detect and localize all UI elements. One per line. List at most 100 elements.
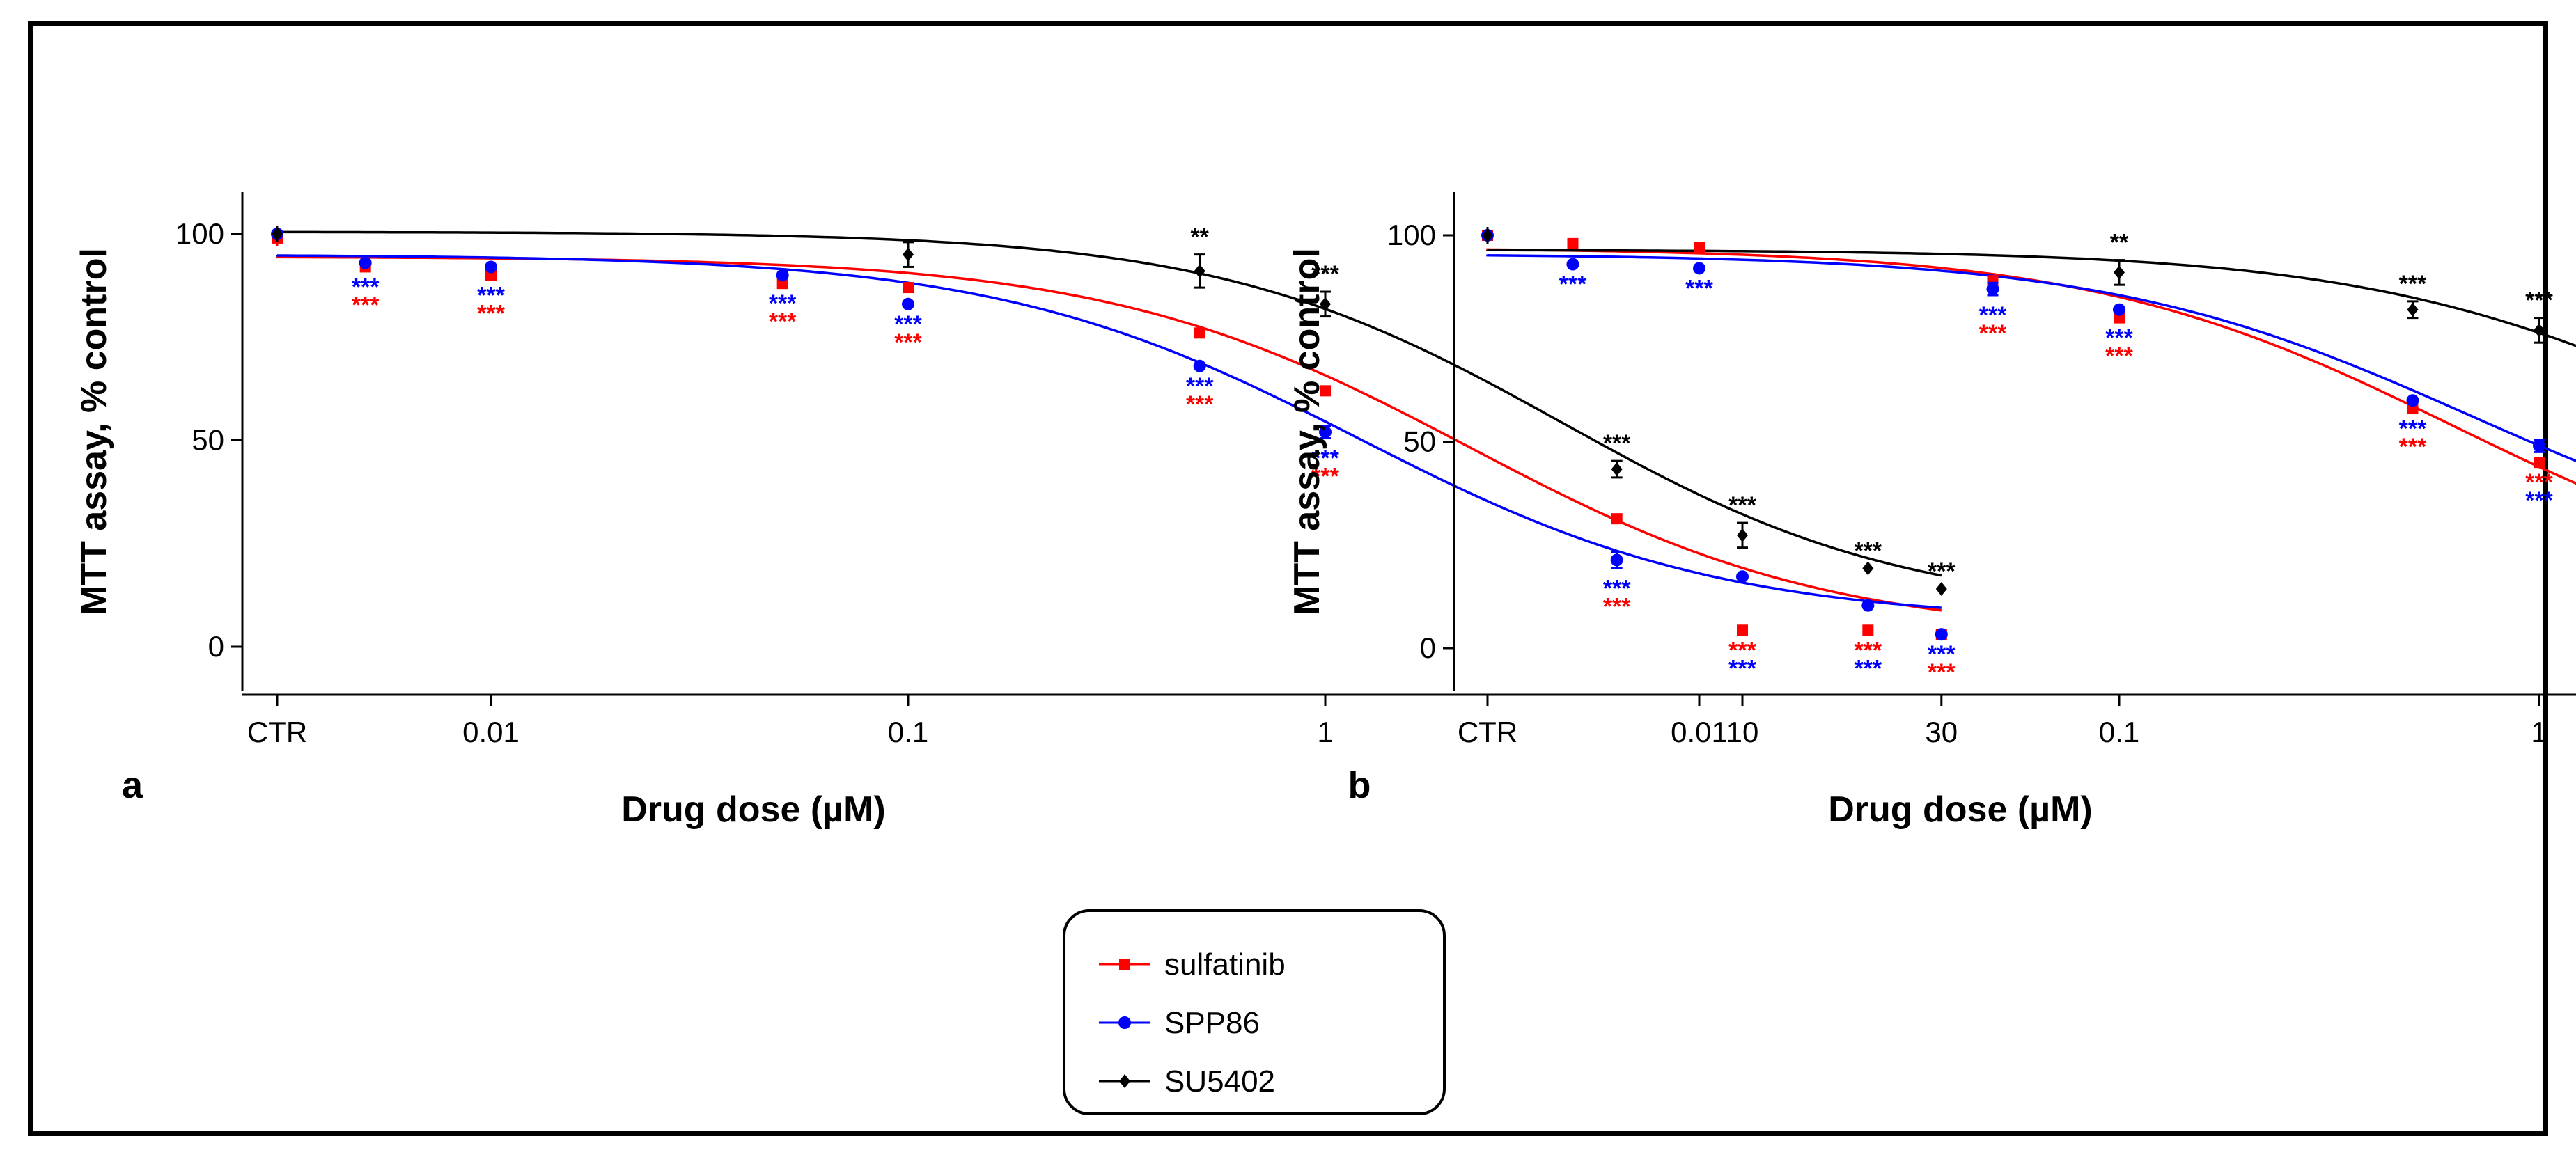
data-point [2113, 303, 2125, 316]
x-tick-label: CTR [247, 716, 307, 748]
significance-label: *** [1311, 261, 1339, 288]
data-point [903, 247, 914, 262]
significance-label: *** [1603, 575, 1631, 601]
legend-label: SPP86 [1164, 1006, 1260, 1040]
x-axis-title: Drug dose (µM) [1828, 789, 2093, 830]
significance-label: *** [1728, 492, 1756, 519]
legend-label: SU5402 [1164, 1064, 1275, 1099]
panel-letter: b [1348, 764, 1371, 806]
outer-border [28, 21, 2548, 1136]
legend-box [1063, 909, 1446, 1115]
significance-label: *** [1928, 641, 1956, 668]
data-point [902, 297, 914, 310]
significance-label: *** [2399, 434, 2427, 460]
data-point [2534, 323, 2545, 338]
significance-label: *** [769, 308, 797, 335]
fit-curve-su5402 [276, 230, 1942, 577]
chart-panel-a: 0 50 100 CTR 0.01 0.1 1 10 30 Drug dose (µM) MTT a… [74, 192, 1958, 830]
data-point [1862, 561, 1874, 576]
data-point [1611, 462, 1623, 477]
data-point [1194, 264, 1205, 278]
x-tick-label: 1 [2531, 716, 2547, 748]
chart-panel-b: 0 50 100 CTR 0.01 0.1 1 10 30 Drug dose (µM) MTT a… [1287, 192, 2576, 830]
x-tick-label: 10 [1726, 716, 1759, 748]
x-tick-label: 0.01 [462, 716, 520, 748]
x-axis-title: Drug dose (µM) [621, 789, 886, 830]
significance-label: *** [1311, 464, 1339, 490]
data-point [1737, 624, 1748, 636]
panel-letter: a [122, 764, 143, 806]
data-point [485, 260, 497, 274]
x-tick-label: 0.1 [888, 716, 928, 748]
y-tick-label: 100 [1387, 219, 1436, 251]
data-point [1935, 581, 1947, 596]
data-point [1737, 528, 1748, 542]
data-point [1935, 628, 1948, 641]
significance-label: *** [894, 311, 922, 338]
significance-label: *** [1928, 558, 1956, 585]
significance-label: *** [1854, 637, 1882, 663]
legend-marker-su5402 [1119, 1074, 1130, 1088]
significance-label: *** [1603, 593, 1631, 620]
fit-curve-sulfatinib [276, 255, 1942, 612]
data-point-control [272, 227, 283, 241]
significance-label: *** [1979, 320, 2007, 347]
significance-label: *** [477, 300, 505, 326]
data-point [1319, 425, 1332, 439]
significance-label: *** [1979, 302, 2007, 329]
y-tick-label: 0 [1420, 631, 1436, 664]
x-tick-label: CTR [1458, 716, 1517, 748]
data-point [903, 282, 914, 294]
significance-label: *** [1685, 275, 1713, 301]
fit-curve-spp86 [1486, 253, 2576, 462]
significance-label: *** [894, 329, 922, 356]
significance-label: ** [2110, 230, 2129, 256]
data-point [1320, 385, 1331, 397]
significance-label: *** [1928, 659, 1956, 686]
significance-label: ** [1190, 224, 1209, 251]
significance-label: *** [1311, 446, 1339, 472]
significance-label: *** [2105, 343, 2133, 370]
data-point [2114, 265, 2125, 280]
significance-label: *** [352, 292, 380, 318]
significance-label: *** [1186, 373, 1214, 400]
significance-label: *** [1728, 655, 1756, 682]
significance-label: *** [477, 282, 505, 308]
significance-label: *** [2399, 416, 2427, 442]
fit-curve-spp86 [276, 254, 1942, 609]
fit-curve-su5402 [1486, 249, 2576, 347]
data-point [1194, 327, 1205, 339]
x-tick-label: 0.01 [1671, 716, 1728, 748]
data-point [1193, 359, 1206, 372]
x-tick-label: 0.1 [2099, 716, 2139, 748]
data-point [2406, 394, 2419, 407]
y-tick-label: 50 [1403, 425, 1436, 458]
y-tick-label: 100 [175, 217, 224, 250]
data-point [1566, 258, 1579, 271]
significance-label: *** [2525, 487, 2553, 514]
x-tick-label: 30 [1925, 716, 1958, 748]
data-point [1736, 570, 1749, 583]
data-point-control [1482, 228, 1493, 242]
legend: sulfatinib SPP86 SU5402 [1063, 909, 1446, 1115]
data-point [1610, 553, 1623, 567]
significance-label: *** [1186, 391, 1214, 418]
data-point [1693, 262, 1705, 275]
data-point [1986, 283, 1999, 296]
significance-label: *** [2525, 288, 2553, 314]
data-point [1567, 237, 1579, 249]
y-tick-label: 50 [192, 424, 224, 457]
data-point [1694, 242, 1705, 253]
significance-label: *** [1603, 430, 1631, 457]
data-point [776, 269, 789, 282]
data-point [1320, 297, 1331, 311]
data-point [2534, 457, 2545, 469]
significance-label: *** [1728, 637, 1756, 663]
fit-curve-sulfatinib [1486, 248, 2576, 485]
significance-label: *** [1854, 655, 1882, 682]
significance-label: *** [2105, 325, 2133, 352]
significance-label: *** [769, 290, 797, 317]
